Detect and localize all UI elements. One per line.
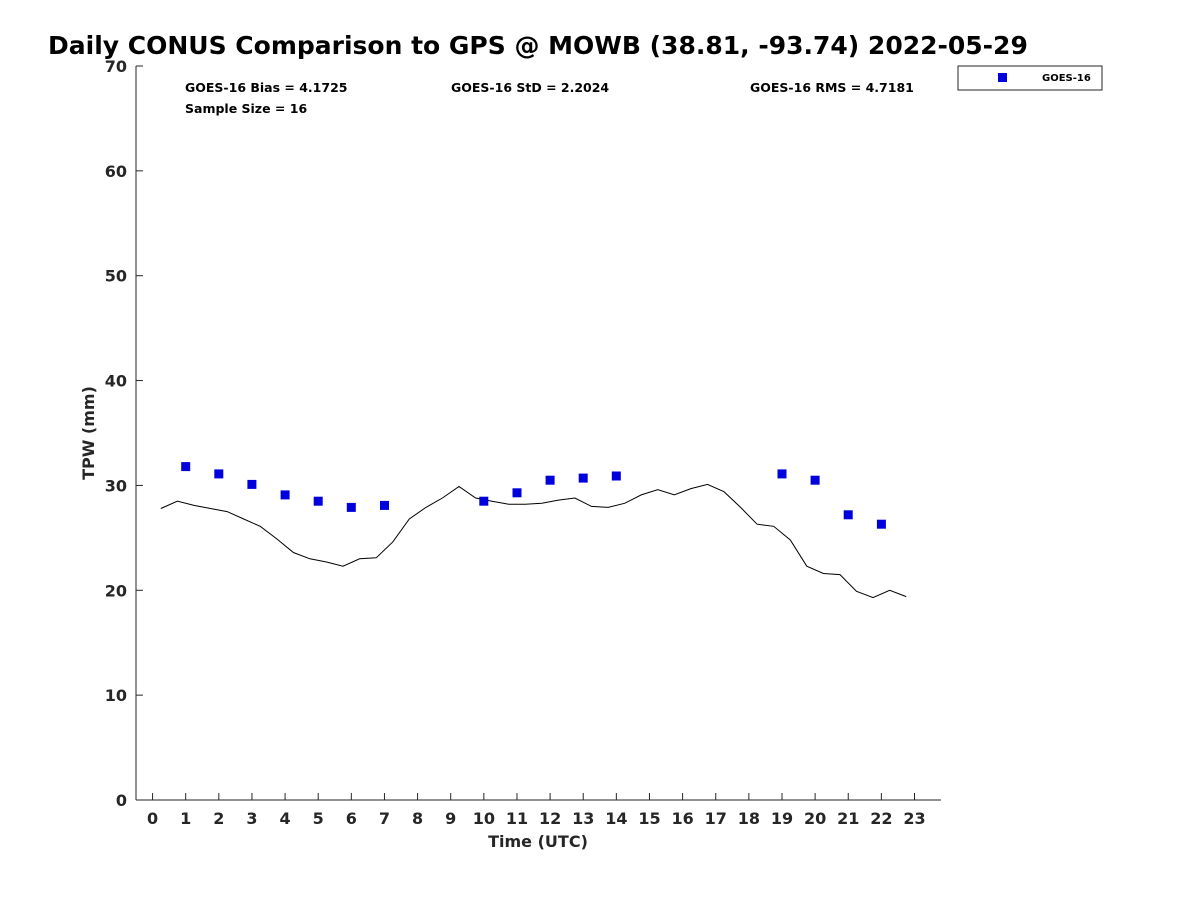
x-tick-label: 12 bbox=[539, 809, 561, 828]
goes16-point bbox=[611, 471, 621, 481]
x-tick-label: 4 bbox=[280, 809, 291, 828]
x-tick-label: 22 bbox=[870, 809, 892, 828]
goes16-point bbox=[247, 479, 257, 489]
stat-rms: GOES-16 RMS = 4.7181 bbox=[750, 80, 914, 95]
gps-line-series bbox=[160, 483, 907, 599]
y-tick-label: 20 bbox=[105, 581, 127, 600]
x-tick-label: 8 bbox=[412, 809, 423, 828]
legend-marker-goes16 bbox=[998, 73, 1007, 82]
x-tick-label: 21 bbox=[837, 809, 859, 828]
chart-title: Daily CONUS Comparison to GPS @ MOWB (38… bbox=[48, 31, 1028, 60]
goes16-point bbox=[313, 496, 323, 506]
x-tick-label: 18 bbox=[738, 809, 760, 828]
y-tick-label: 10 bbox=[105, 686, 127, 705]
x-tick-label: 17 bbox=[705, 809, 727, 828]
x-tick-label: 14 bbox=[605, 809, 627, 828]
y-tick-label: 0 bbox=[116, 791, 127, 810]
goes16-scatter-series bbox=[181, 462, 886, 529]
goes16-point bbox=[380, 500, 389, 510]
goes16-point bbox=[810, 475, 820, 485]
x-tick-label: 20 bbox=[804, 809, 826, 828]
x-tick-label: 3 bbox=[246, 809, 257, 828]
x-tick-label: 5 bbox=[313, 809, 324, 828]
goes16-point bbox=[346, 502, 356, 512]
x-axis-label: Time (UTC) bbox=[488, 832, 588, 851]
y-tick-label: 30 bbox=[105, 476, 127, 495]
goes16-point bbox=[777, 469, 787, 479]
goes16-point bbox=[181, 462, 191, 472]
x-tick-label: 23 bbox=[903, 809, 925, 828]
legend-box bbox=[957, 65, 1103, 91]
legend-label-goes16: GOES-16 bbox=[1042, 73, 1091, 84]
goes16-point bbox=[479, 496, 489, 506]
legend: GOES-16 bbox=[957, 65, 1103, 91]
goes16-point bbox=[578, 473, 588, 483]
x-tick-label: 7 bbox=[379, 809, 390, 828]
y-tick-label: 50 bbox=[105, 267, 127, 286]
x-tick-label: 9 bbox=[445, 809, 456, 828]
goes16-point bbox=[214, 469, 224, 479]
x-tick-label: 13 bbox=[572, 809, 594, 828]
y-tick-label: 60 bbox=[105, 162, 127, 181]
goes16-point bbox=[843, 510, 853, 520]
x-tick-label: 15 bbox=[638, 809, 660, 828]
goes16-point bbox=[280, 490, 290, 500]
x-tick-label: 1 bbox=[180, 809, 191, 828]
x-tick-label: 10 bbox=[473, 809, 495, 828]
stats-annotations: GOES-16 Bias = 4.1725 Sample Size = 16 G… bbox=[185, 80, 914, 116]
stat-sample-size: Sample Size = 16 bbox=[185, 101, 307, 116]
y-axis-label: TPW (mm) bbox=[79, 386, 98, 480]
x-tick-label: 16 bbox=[671, 809, 693, 828]
x-tick-label: 2 bbox=[213, 809, 224, 828]
y-tick-label: 70 bbox=[105, 57, 127, 76]
goes16-point bbox=[512, 488, 522, 498]
stat-std: GOES-16 StD = 2.2024 bbox=[451, 80, 609, 95]
goes16-point bbox=[545, 475, 555, 485]
goes16-point bbox=[876, 519, 886, 529]
y-tick-label: 40 bbox=[105, 372, 127, 391]
x-tick-label: 6 bbox=[346, 809, 357, 828]
x-tick-label: 11 bbox=[506, 809, 528, 828]
x-tick-label: 0 bbox=[147, 809, 158, 828]
stat-bias: GOES-16 Bias = 4.1725 bbox=[185, 80, 347, 95]
gps-line bbox=[160, 483, 907, 599]
x-tick-label: 19 bbox=[771, 809, 793, 828]
